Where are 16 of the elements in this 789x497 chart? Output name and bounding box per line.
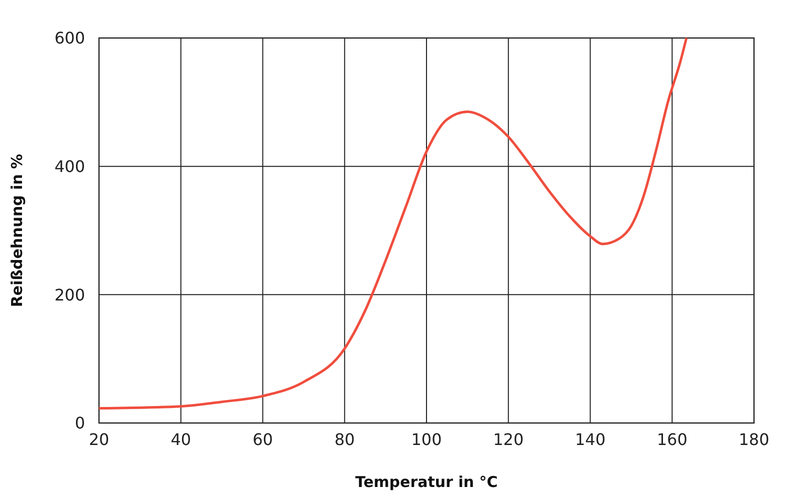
y-tick-label: 400 — [54, 156, 85, 176]
y-tick-label: 600 — [54, 28, 85, 48]
y-tick-label: 200 — [54, 285, 85, 304]
y-tick-label: 0 — [74, 414, 85, 433]
x-tick-label: 60 — [252, 430, 273, 449]
x-tick-label: 160 — [656, 430, 688, 449]
x-axis-title: Temperatur in °C — [355, 473, 498, 491]
x-tick-label: 180 — [738, 430, 770, 449]
x-tick-label: 120 — [493, 430, 524, 449]
x-tick-label: 80 — [334, 430, 355, 449]
line-series — [99, 36, 688, 410]
x-tick-label: 140 — [574, 430, 606, 449]
x-tick-label: 100 — [411, 430, 442, 449]
x-tick-label: 40 — [170, 430, 192, 449]
y-axis-title: Reißdehnung in % — [8, 154, 26, 308]
x-tick-label: 20 — [88, 430, 110, 449]
